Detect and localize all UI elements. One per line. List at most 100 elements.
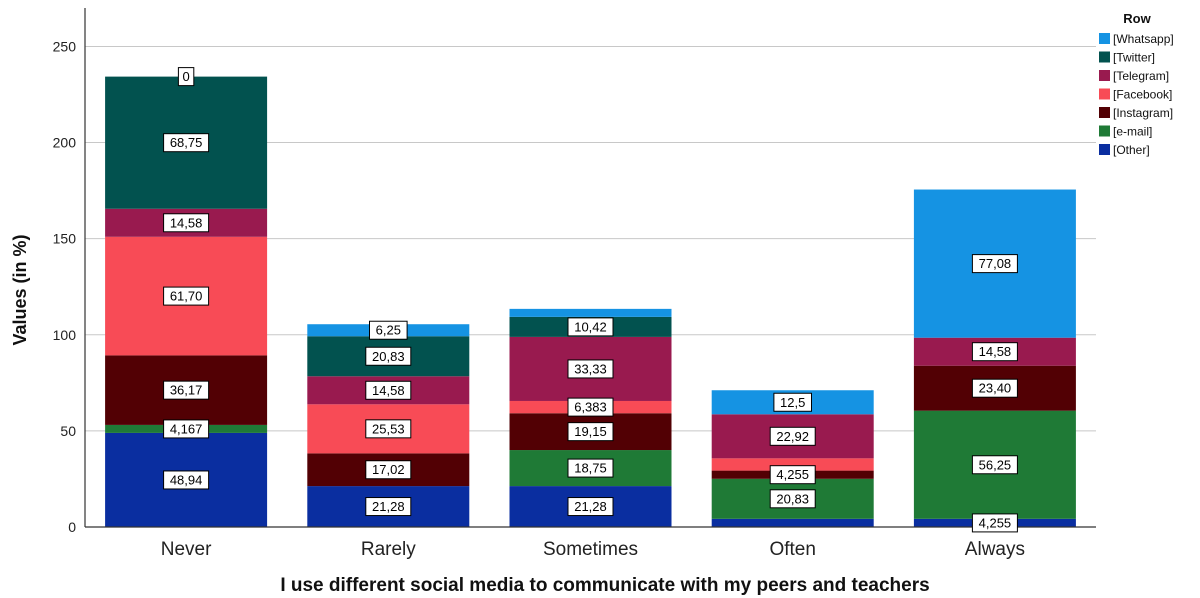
label-sometimes-telegram: 33,33	[567, 359, 614, 379]
label-always-other-text: 4,255	[979, 515, 1012, 530]
legend-item-other: [Other]	[1099, 143, 1150, 157]
label-sometimes-e-mail-box	[567, 458, 614, 478]
label-never-instagram-text: 36,17	[170, 383, 203, 398]
legend-item-whatsapp: [Whatsapp]	[1099, 32, 1174, 46]
y-tick-200: 200	[53, 135, 77, 151]
label-never-other-text: 48,94	[170, 472, 203, 487]
label-never-twitter-text: 68,75	[170, 135, 203, 150]
label-always-e-mail-box	[971, 455, 1018, 475]
label-often-e-mail-box	[769, 489, 816, 509]
label-always-whatsapp: 77,08	[971, 254, 1018, 274]
label-always-e-mail: 56,25	[971, 455, 1018, 475]
label-sometimes-e-mail-text: 18,75	[574, 461, 607, 476]
bar-often-facebook	[711, 458, 874, 471]
axes	[84, 8, 1096, 528]
legend-swatch-facebook	[1099, 88, 1110, 100]
legend-swatch-e-mail	[1099, 125, 1110, 137]
label-never-telegram-text: 14,58	[170, 215, 203, 230]
label-often-telegram-box	[769, 426, 816, 446]
legend-item-e-mail: [e-mail]	[1099, 125, 1152, 139]
label-rarely-other-box	[365, 497, 412, 517]
label-sometimes-facebook-text: 6,383	[574, 400, 607, 415]
label-sometimes-facebook: 6,383	[567, 397, 614, 417]
y-tick-50: 50	[60, 423, 76, 439]
label-often-instagram-box	[769, 465, 816, 485]
legend-swatch-twitter	[1099, 51, 1110, 63]
label-often-e-mail: 20,83	[769, 489, 816, 509]
legend-label-facebook: [Facebook]	[1113, 88, 1172, 102]
legend-title: Row	[1123, 11, 1151, 26]
label-rarely-instagram: 17,02	[365, 460, 412, 480]
legend-label-e-mail: [e-mail]	[1113, 125, 1152, 139]
label-often-telegram-text: 22,92	[776, 429, 809, 444]
y-tick-labels: 0 50 100 150 200 250	[53, 38, 77, 535]
x-tick-sometimes: Sometimes	[543, 539, 638, 560]
label-never-other: 48,94	[163, 470, 210, 490]
label-never-instagram: 36,17	[163, 380, 210, 400]
label-never-other-box	[163, 470, 210, 490]
label-never-whatsapp-text: 0	[182, 69, 189, 84]
y-tick-0: 0	[68, 519, 76, 535]
label-never-whatsapp-box	[177, 67, 195, 87]
legend-label-telegram: [Telegram]	[1113, 69, 1169, 83]
label-never-e-mail-box	[163, 419, 210, 439]
y-axis-title: Values (in %)	[10, 234, 30, 345]
label-always-instagram: 23,40	[971, 378, 1018, 398]
label-rarely-telegram-box	[365, 380, 412, 400]
label-never-facebook-box	[163, 286, 210, 306]
label-rarely-telegram-text: 14,58	[372, 383, 405, 398]
label-sometimes-twitter: 10,42	[567, 317, 614, 337]
label-sometimes-other-text: 21,28	[574, 499, 607, 514]
label-never-e-mail-text: 4,167	[170, 421, 203, 436]
label-always-instagram-text: 23,40	[979, 381, 1012, 396]
label-sometimes-twitter-text: 10,42	[574, 319, 607, 334]
label-often-whatsapp-box	[773, 392, 813, 412]
bars	[105, 76, 1076, 527]
label-sometimes-telegram-text: 33,33	[574, 361, 607, 376]
x-tick-often: Often	[769, 539, 815, 560]
label-sometimes-facebook-box	[567, 397, 614, 417]
label-rarely-facebook-text: 25,53	[372, 421, 405, 436]
legend-swatch-instagram	[1099, 107, 1110, 118]
label-sometimes-telegram-box	[567, 359, 614, 379]
legend-label-twitter: [Twitter]	[1113, 51, 1155, 65]
legend-label-other: [Other]	[1113, 143, 1150, 157]
legend-item-instagram: [Instagram]	[1099, 106, 1173, 120]
label-always-whatsapp-box	[971, 254, 1018, 274]
label-never-e-mail: 4,167	[163, 419, 210, 439]
label-rarely-instagram-box	[365, 460, 412, 480]
bar-sometimes-whatsapp	[509, 308, 672, 317]
label-sometimes-instagram-box	[567, 422, 614, 442]
data-labels: 48,94 4,167 36,17 61,70 14,58 68,75 0 21,28 17,0…	[163, 67, 1018, 533]
label-never-whatsapp: 0	[177, 67, 195, 87]
label-often-whatsapp-text: 12,5	[780, 395, 805, 410]
label-often-telegram: 22,92	[769, 426, 816, 446]
label-always-other-box	[971, 513, 1018, 533]
label-sometimes-instagram-text: 19,15	[574, 424, 607, 439]
x-axis-title: I use different social media to communic…	[280, 575, 929, 596]
label-rarely-telegram: 14,58	[365, 380, 412, 400]
label-always-telegram-text: 14,58	[979, 344, 1012, 359]
legend-swatch-whatsapp	[1099, 33, 1110, 44]
legend-label-instagram: [Instagram]	[1113, 106, 1173, 120]
legend-item-telegram: [Telegram]	[1099, 69, 1169, 83]
label-rarely-facebook-box	[365, 419, 412, 439]
label-rarely-whatsapp: 6,25	[369, 320, 408, 340]
label-rarely-twitter-box	[365, 346, 412, 366]
label-rarely-other: 21,28	[365, 497, 412, 517]
label-never-facebook: 61,70	[163, 286, 210, 306]
legend: Row [Whatsapp] [Twitter] [Telegram] [Facebo…	[1099, 11, 1174, 157]
y-tick-250: 250	[53, 38, 77, 54]
label-never-telegram: 14,58	[163, 213, 210, 233]
label-rarely-twitter: 20,83	[365, 346, 412, 366]
legend-swatch-telegram	[1099, 70, 1110, 81]
label-rarely-other-text: 21,28	[372, 499, 405, 514]
label-rarely-instagram-text: 17,02	[372, 462, 405, 477]
label-rarely-twitter-text: 20,83	[372, 349, 405, 364]
label-never-twitter: 68,75	[163, 133, 210, 153]
label-often-e-mail-text: 20,83	[776, 491, 809, 506]
legend-item-twitter: [Twitter]	[1099, 51, 1155, 65]
label-never-telegram-box	[163, 213, 210, 233]
label-sometimes-instagram: 19,15	[567, 422, 614, 442]
